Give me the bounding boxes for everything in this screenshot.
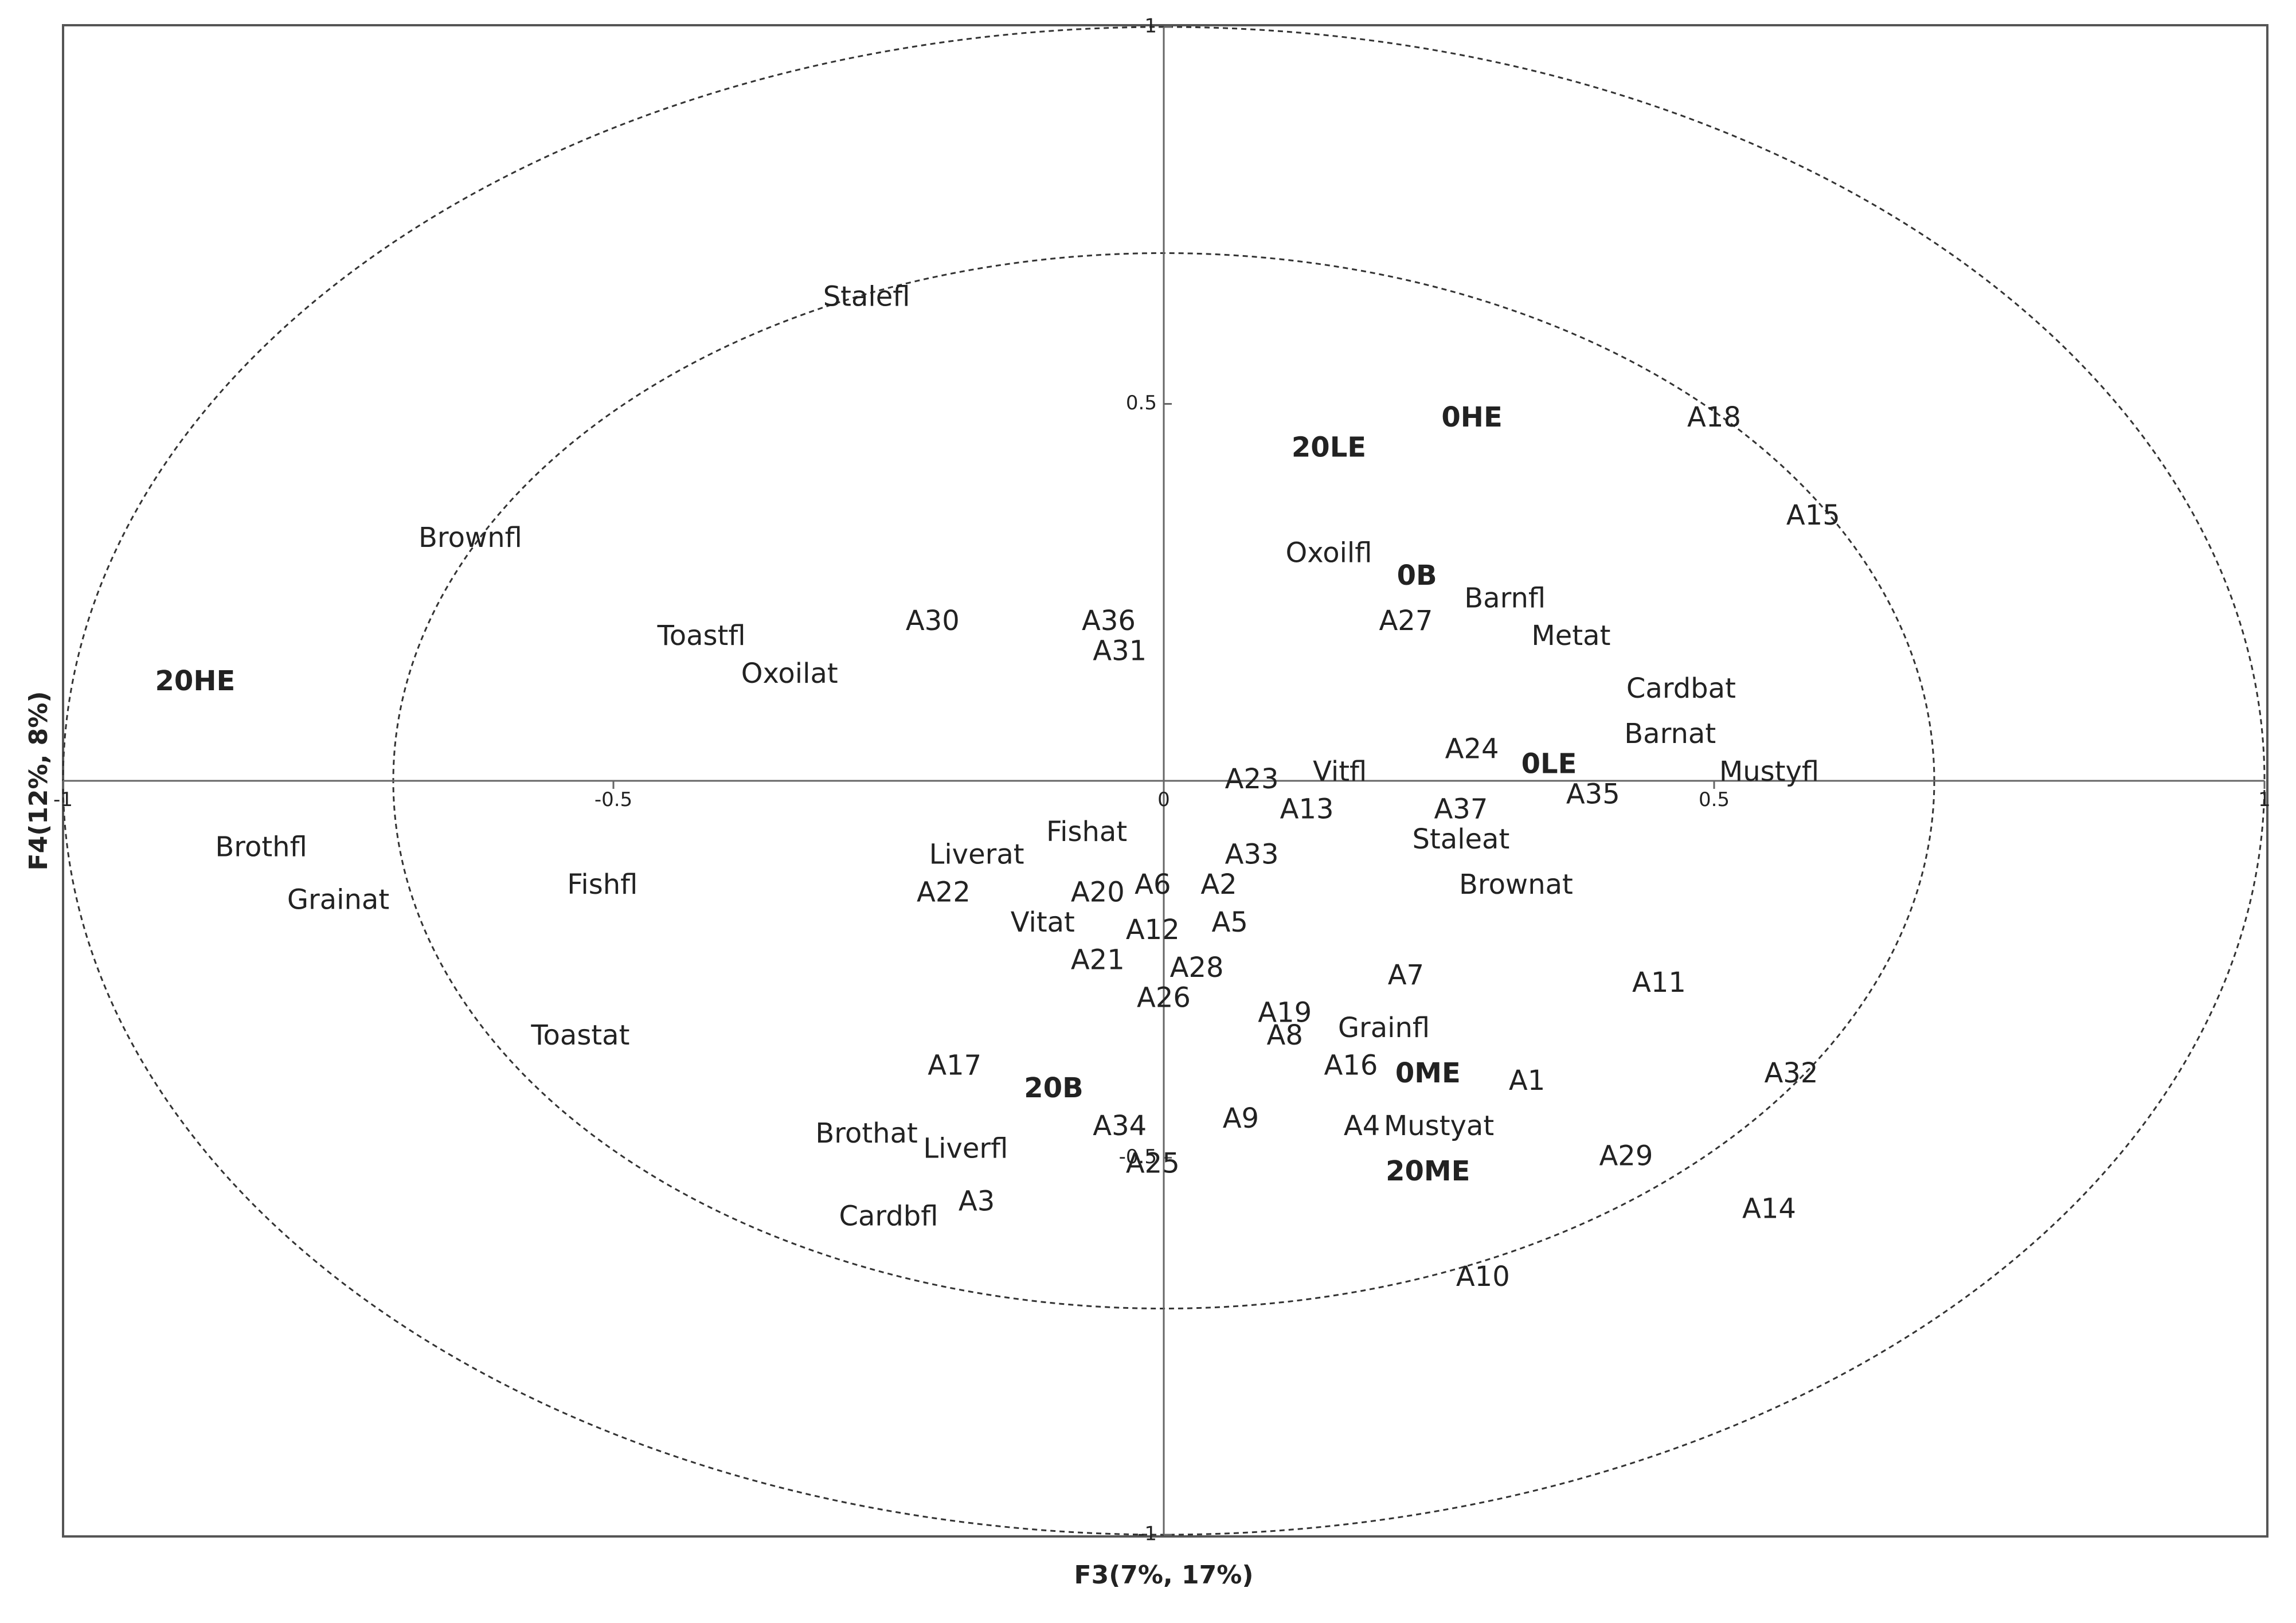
- point-label: Barnat: [1624, 718, 1716, 750]
- point-label: Vitfl: [1313, 756, 1367, 788]
- point-label: Staleat: [1412, 823, 1509, 855]
- point-label: A3: [959, 1185, 995, 1217]
- point-label: A32: [1764, 1057, 1818, 1089]
- point-label: Stalefl: [823, 280, 910, 312]
- point-label: A19: [1258, 997, 1312, 1029]
- point-label: Metat: [1531, 620, 1610, 652]
- point-label: Liverfl: [923, 1132, 1008, 1164]
- point-label: A33: [1225, 839, 1279, 871]
- point-label: A10: [1456, 1261, 1510, 1293]
- point-label: Fishat: [1046, 816, 1127, 848]
- point-label: Mustyat: [1384, 1110, 1494, 1142]
- y-axis-title: F4(12%, 8%): [24, 691, 53, 871]
- variable-labels: 20HE 0HE 20LE 0B 0LE 0ME 20ME 20B Stalefl Brownfl…: [155, 280, 1840, 1292]
- y-tick-label: 0.5: [1126, 392, 1157, 414]
- point-label: A35: [1566, 778, 1620, 810]
- point-label: Brothat: [815, 1117, 917, 1149]
- x-axis-title: F3(7%, 17%): [1074, 1561, 1254, 1590]
- point-label: Cardbat: [1626, 672, 1736, 705]
- point-label: 0LE: [1521, 748, 1577, 780]
- point-label: Grainfl: [1338, 1012, 1430, 1044]
- point-label: A34: [1093, 1110, 1147, 1142]
- point-label: A5: [1212, 906, 1248, 938]
- point-label: A37: [1434, 793, 1488, 826]
- point-label: Oxoilfl: [1286, 537, 1372, 569]
- point-label: A31: [1093, 635, 1147, 667]
- point-label: A24: [1445, 733, 1499, 765]
- x-tick-label: 1: [2258, 788, 2271, 811]
- point-label: A12: [1126, 914, 1180, 946]
- point-label: Cardbfl: [839, 1200, 938, 1233]
- point-label: Barnfl: [1464, 582, 1546, 614]
- point-label: A26: [1137, 981, 1191, 1014]
- point-label: A20: [1071, 876, 1125, 908]
- point-label: 0HE: [1441, 401, 1502, 433]
- point-label: 0B: [1397, 560, 1437, 592]
- x-tick-label: 0.5: [1699, 788, 1730, 811]
- tick-labels: -1 -0.5 0 0.5 1 -1 -0.5 0.5 1: [53, 15, 2271, 1546]
- point-label: A18: [1687, 401, 1741, 433]
- point-label: A8: [1267, 1019, 1303, 1051]
- point-label: A15: [1786, 499, 1840, 531]
- point-label: A16: [1324, 1050, 1378, 1082]
- point-label: Grainat: [287, 883, 389, 916]
- y-tick-label: -1: [1137, 1523, 1157, 1546]
- point-label: Brownfl: [418, 522, 522, 554]
- point-label: A22: [917, 876, 971, 908]
- point-label: A2: [1200, 869, 1237, 901]
- point-label: A17: [928, 1050, 981, 1082]
- point-label: A9: [1223, 1102, 1259, 1135]
- point-label: Toastfl: [657, 620, 746, 652]
- point-label: A21: [1071, 944, 1125, 976]
- x-tick-label: 0: [1157, 788, 1170, 811]
- point-label: A4: [1344, 1110, 1380, 1142]
- point-label: 20LE: [1292, 431, 1366, 463]
- point-label: A25: [1126, 1148, 1180, 1180]
- point-label: A13: [1280, 793, 1334, 826]
- point-label: Toastat: [530, 1019, 629, 1051]
- point-label: A36: [1082, 605, 1136, 637]
- point-label: A6: [1135, 869, 1171, 901]
- point-label: 20ME: [1386, 1155, 1470, 1187]
- point-label: 0ME: [1395, 1057, 1461, 1089]
- y-tick-label: -0.5: [1119, 1145, 1157, 1168]
- point-label: A1: [1509, 1065, 1545, 1097]
- point-label: Brothfl: [215, 831, 307, 863]
- point-label: A30: [906, 605, 960, 637]
- point-label: A29: [1599, 1140, 1653, 1172]
- x-tick-label: -0.5: [594, 788, 632, 811]
- point-label: A28: [1170, 952, 1224, 984]
- point-label: A11: [1632, 967, 1686, 999]
- point-label: A7: [1388, 959, 1424, 991]
- point-label: A23: [1225, 763, 1279, 795]
- y-tick-label: 1: [1144, 15, 1157, 38]
- point-label: A14: [1742, 1193, 1796, 1225]
- point-label: 20HE: [155, 665, 236, 697]
- point-label: Fishfl: [567, 869, 637, 901]
- point-label: Liverat: [929, 839, 1024, 871]
- x-tick-label: -1: [53, 788, 73, 811]
- point-label: 20B: [1024, 1072, 1083, 1104]
- point-label: Mustyfl: [1719, 756, 1819, 788]
- point-label: Oxoilat: [741, 658, 838, 690]
- point-label: Vitat: [1011, 906, 1075, 938]
- point-label: Brownat: [1459, 869, 1573, 901]
- point-label: A27: [1379, 605, 1433, 637]
